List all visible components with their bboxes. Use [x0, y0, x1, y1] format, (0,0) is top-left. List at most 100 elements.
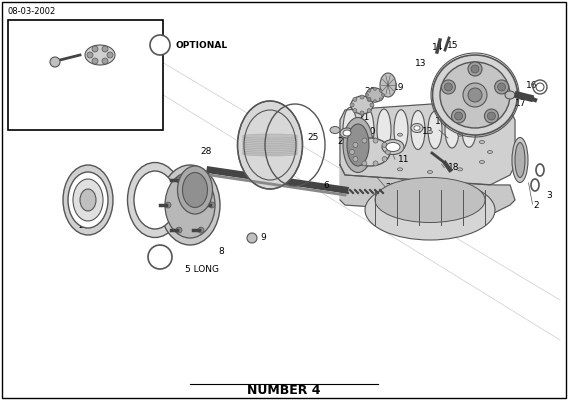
Circle shape	[441, 80, 456, 94]
Circle shape	[498, 83, 506, 91]
Ellipse shape	[237, 101, 303, 189]
Ellipse shape	[386, 142, 400, 152]
Ellipse shape	[354, 125, 362, 131]
Text: 18: 18	[448, 164, 460, 172]
Text: 11: 11	[398, 156, 410, 164]
Text: 23: 23	[358, 132, 369, 142]
Ellipse shape	[343, 130, 351, 136]
Ellipse shape	[375, 160, 381, 164]
Text: 10: 10	[82, 48, 94, 56]
Ellipse shape	[243, 143, 298, 147]
Polygon shape	[340, 100, 515, 185]
Ellipse shape	[243, 148, 298, 152]
Ellipse shape	[375, 178, 485, 222]
Ellipse shape	[68, 172, 108, 228]
Circle shape	[454, 112, 462, 120]
Text: 14: 14	[432, 44, 444, 52]
Text: 29: 29	[78, 220, 89, 230]
Bar	[8, 20, 163, 130]
Text: 3: 3	[546, 190, 552, 200]
Circle shape	[367, 97, 371, 101]
Circle shape	[353, 109, 357, 113]
Ellipse shape	[398, 168, 403, 171]
Circle shape	[463, 83, 487, 107]
Ellipse shape	[243, 141, 298, 145]
Text: 12: 12	[422, 128, 433, 136]
Ellipse shape	[73, 179, 103, 221]
Text: 13: 13	[415, 58, 427, 68]
Circle shape	[176, 177, 182, 183]
Ellipse shape	[365, 180, 495, 240]
Text: OPTIONAL: OPTIONAL	[35, 24, 87, 32]
Ellipse shape	[366, 88, 384, 102]
Text: 5 LONG: 5 LONG	[185, 266, 219, 274]
Circle shape	[50, 57, 60, 67]
Ellipse shape	[182, 172, 207, 208]
Circle shape	[353, 156, 358, 162]
Circle shape	[148, 245, 172, 269]
Ellipse shape	[343, 108, 357, 152]
Circle shape	[87, 52, 93, 58]
Text: 24: 24	[337, 138, 348, 146]
Text: 6: 6	[323, 180, 329, 190]
Circle shape	[368, 98, 371, 101]
Ellipse shape	[479, 160, 485, 164]
Text: 25: 25	[307, 134, 319, 142]
Ellipse shape	[512, 138, 528, 182]
Circle shape	[370, 103, 374, 107]
Text: 2: 2	[533, 200, 538, 210]
Circle shape	[92, 46, 98, 52]
Ellipse shape	[243, 139, 298, 143]
Circle shape	[368, 89, 371, 92]
Ellipse shape	[411, 124, 423, 132]
Ellipse shape	[457, 133, 462, 136]
Circle shape	[176, 227, 182, 233]
Text: NUMBER 4: NUMBER 4	[247, 384, 321, 396]
Circle shape	[468, 88, 482, 102]
Ellipse shape	[367, 150, 373, 154]
Circle shape	[452, 109, 466, 123]
Circle shape	[350, 103, 354, 107]
Ellipse shape	[462, 113, 476, 147]
Ellipse shape	[80, 189, 96, 211]
Text: 15: 15	[447, 40, 458, 50]
Text: 21: 21	[358, 114, 369, 122]
Ellipse shape	[243, 152, 298, 156]
Text: 20: 20	[364, 88, 375, 96]
Circle shape	[495, 80, 508, 94]
Ellipse shape	[411, 110, 425, 150]
Ellipse shape	[243, 134, 298, 138]
Ellipse shape	[445, 112, 459, 148]
Ellipse shape	[351, 96, 373, 114]
Text: 27: 27	[145, 218, 156, 226]
Text: OPTIONAL: OPTIONAL	[175, 40, 227, 50]
Circle shape	[382, 94, 385, 96]
Circle shape	[373, 161, 378, 166]
Text: 8: 8	[218, 248, 224, 256]
Ellipse shape	[377, 109, 391, 151]
Circle shape	[165, 202, 171, 208]
Circle shape	[209, 202, 215, 208]
Text: 7: 7	[157, 252, 163, 262]
Text: 08-03-2002: 08-03-2002	[8, 8, 56, 16]
Ellipse shape	[457, 168, 462, 171]
Circle shape	[444, 83, 452, 91]
Ellipse shape	[428, 111, 442, 149]
Circle shape	[353, 142, 358, 148]
Circle shape	[382, 156, 387, 162]
Circle shape	[107, 52, 113, 58]
Circle shape	[374, 100, 377, 102]
Ellipse shape	[380, 73, 396, 97]
Circle shape	[382, 142, 387, 148]
Circle shape	[379, 98, 382, 101]
Circle shape	[374, 88, 377, 90]
Circle shape	[353, 97, 357, 101]
Circle shape	[360, 111, 364, 115]
Circle shape	[365, 94, 369, 96]
Ellipse shape	[394, 110, 408, 150]
Text: 22: 22	[385, 182, 396, 192]
Ellipse shape	[515, 142, 525, 178]
Ellipse shape	[479, 140, 485, 144]
Text: 27: 27	[252, 138, 264, 146]
Ellipse shape	[330, 126, 340, 134]
